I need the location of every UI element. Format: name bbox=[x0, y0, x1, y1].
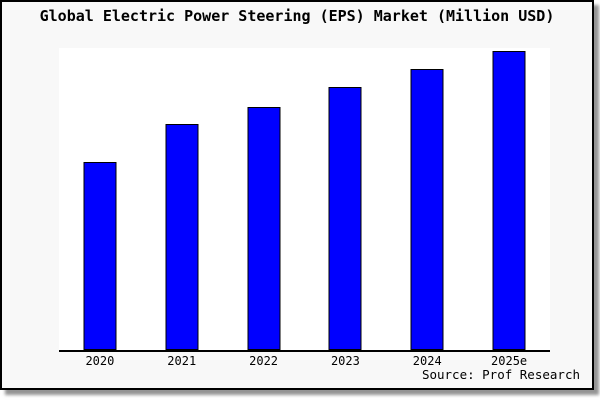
x-tick-label: 2025e bbox=[491, 354, 528, 368]
x-tick-label: 2021 bbox=[167, 354, 197, 368]
bar-2021 bbox=[165, 124, 199, 350]
chart-title: Global Electric Power Steering (EPS) Mar… bbox=[39, 7, 555, 25]
bar-2025e bbox=[492, 51, 526, 350]
x-tick-label: 2023 bbox=[330, 354, 360, 368]
x-tick-label: 2020 bbox=[85, 354, 115, 368]
plot-area bbox=[59, 48, 550, 352]
bar-2020 bbox=[83, 162, 117, 350]
bar-2023 bbox=[328, 87, 362, 350]
chart-figure: Global Electric Power Steering (EPS) Mar… bbox=[0, 0, 594, 390]
x-axis-labels: 2020 2021 2022 2023 2024 2025e bbox=[59, 354, 550, 370]
bar-2022 bbox=[247, 107, 281, 350]
x-tick-label: 2024 bbox=[412, 354, 442, 368]
bar-2024 bbox=[410, 69, 444, 350]
source-credit: Source: Prof Research bbox=[421, 367, 580, 382]
x-tick-label: 2022 bbox=[249, 354, 279, 368]
